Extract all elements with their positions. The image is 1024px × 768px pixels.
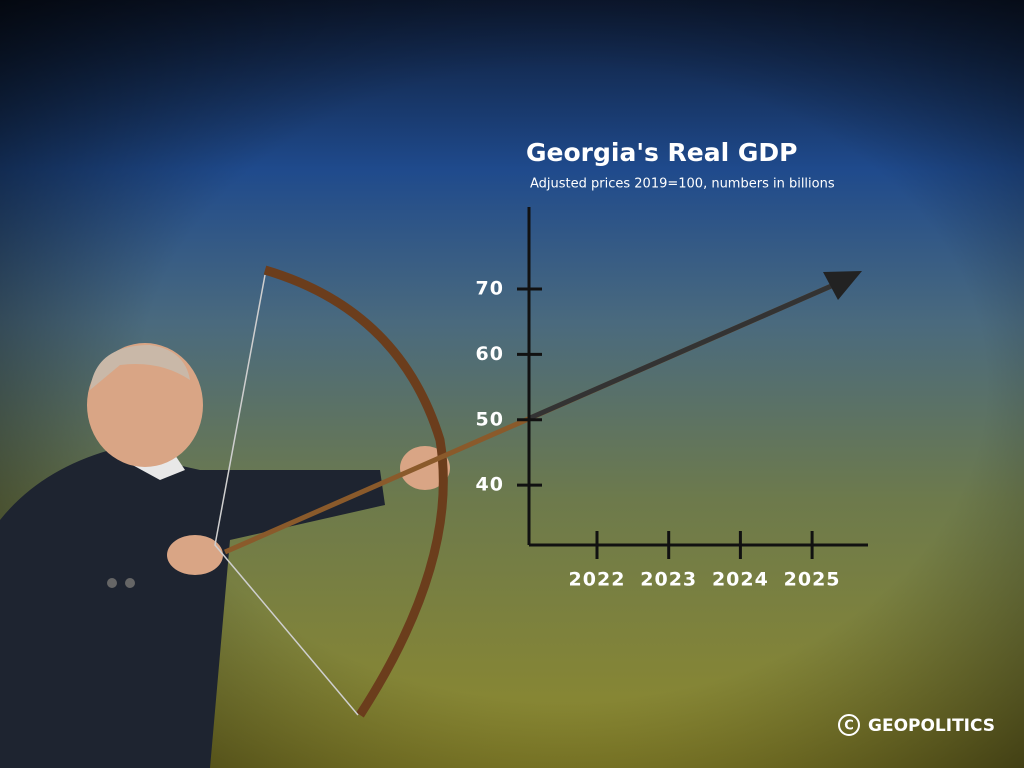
arrow-shaft-dark — [528, 277, 847, 421]
y-tick-label: 50 — [476, 408, 504, 430]
x-tick-label: 2025 — [784, 569, 841, 591]
bow-string — [214, 274, 359, 716]
x-tick-label: 2022 — [569, 569, 626, 591]
y-tick-label: 70 — [476, 278, 504, 300]
chart-subtitle: Adjusted prices 2019=100, numbers in bil… — [530, 177, 835, 192]
y-tick-label: 40 — [476, 474, 504, 496]
chart-title: Georgia's Real GDP — [526, 138, 798, 167]
copyright-letter: C — [844, 719, 854, 734]
archer — [0, 343, 450, 768]
arrow-head — [823, 271, 862, 300]
x-tick-label: 2024 — [712, 569, 769, 591]
x-tick-label: 2023 — [640, 569, 697, 591]
credit: GEOPOLITICS — [868, 716, 995, 736]
y-tick-label: 60 — [476, 343, 504, 365]
bow — [263, 265, 448, 718]
copyright-icon — [838, 714, 860, 736]
